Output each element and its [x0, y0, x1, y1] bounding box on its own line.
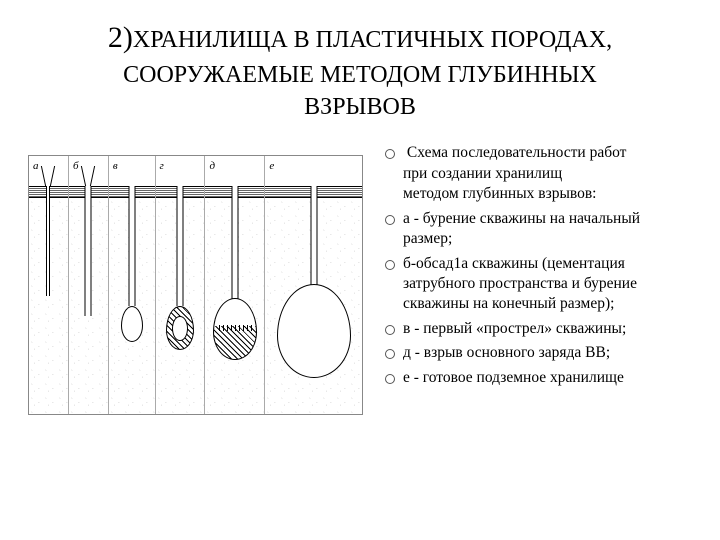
borehole: [177, 186, 184, 306]
diagram-panel-е: е: [265, 156, 362, 414]
diagram-panel-б: б: [69, 156, 109, 414]
diagram-panel-г: г: [156, 156, 206, 414]
borehole: [46, 186, 50, 296]
stages-diagram: а б в г д е: [28, 155, 363, 415]
cavity: [277, 284, 351, 378]
content-row: а б в г д е Схема последовательности работ пр…: [28, 137, 692, 415]
bullet-item: а - бурение скважины на начальный размер…: [381, 209, 692, 250]
drill-rig-icon: [41, 166, 55, 186]
bullet-item: д - взрыв основного заряда ВВ;: [381, 343, 692, 363]
title-line-2: СООРУЖАЕМЫЕ МЕТОДОМ ГЛУБИННЫХ: [123, 62, 597, 88]
bullet-list-container: Схема последовательности работ при созда…: [381, 137, 692, 392]
borehole: [231, 186, 238, 301]
title-line-1: ХРАНИЛИЩА В ПЛАСТИЧНЫХ ПОРОДАХ,: [133, 27, 612, 53]
title-number: 2): [108, 21, 133, 54]
diagram-panel-д: д: [205, 156, 265, 414]
diagram-panel-в: в: [109, 156, 156, 414]
borehole: [85, 186, 92, 316]
drill-rig-icon: [81, 166, 95, 186]
bullet-item: Схема последовательности работ при созда…: [381, 143, 692, 204]
panel-label: е: [269, 160, 274, 172]
title-line-3: ВЗРЫВОВ: [304, 94, 416, 120]
cavity: [213, 298, 257, 360]
bullet-list: Схема последовательности работ при созда…: [381, 143, 692, 388]
diagram-panel-а: а: [29, 156, 69, 414]
bullet-item: е - готовое подземное хранилище: [381, 368, 692, 388]
cavity: [166, 306, 194, 350]
borehole: [128, 186, 135, 306]
panel-label: а: [33, 160, 39, 172]
panel-label: г: [160, 160, 164, 172]
panel-label: б: [73, 160, 79, 172]
borehole: [310, 186, 317, 291]
panel-label: д: [209, 160, 215, 172]
bullet-item: б-обсад1а скважины (цементация затрубног…: [381, 254, 692, 315]
bullet-item: в - первый «прострел» скважины;: [381, 319, 692, 339]
slide-title: 2)ХРАНИЛИЩА В ПЛАСТИЧНЫХ ПОРОДАХ, СООРУЖ…: [28, 18, 692, 123]
panel-label: в: [113, 160, 118, 172]
cavity: [121, 306, 143, 342]
